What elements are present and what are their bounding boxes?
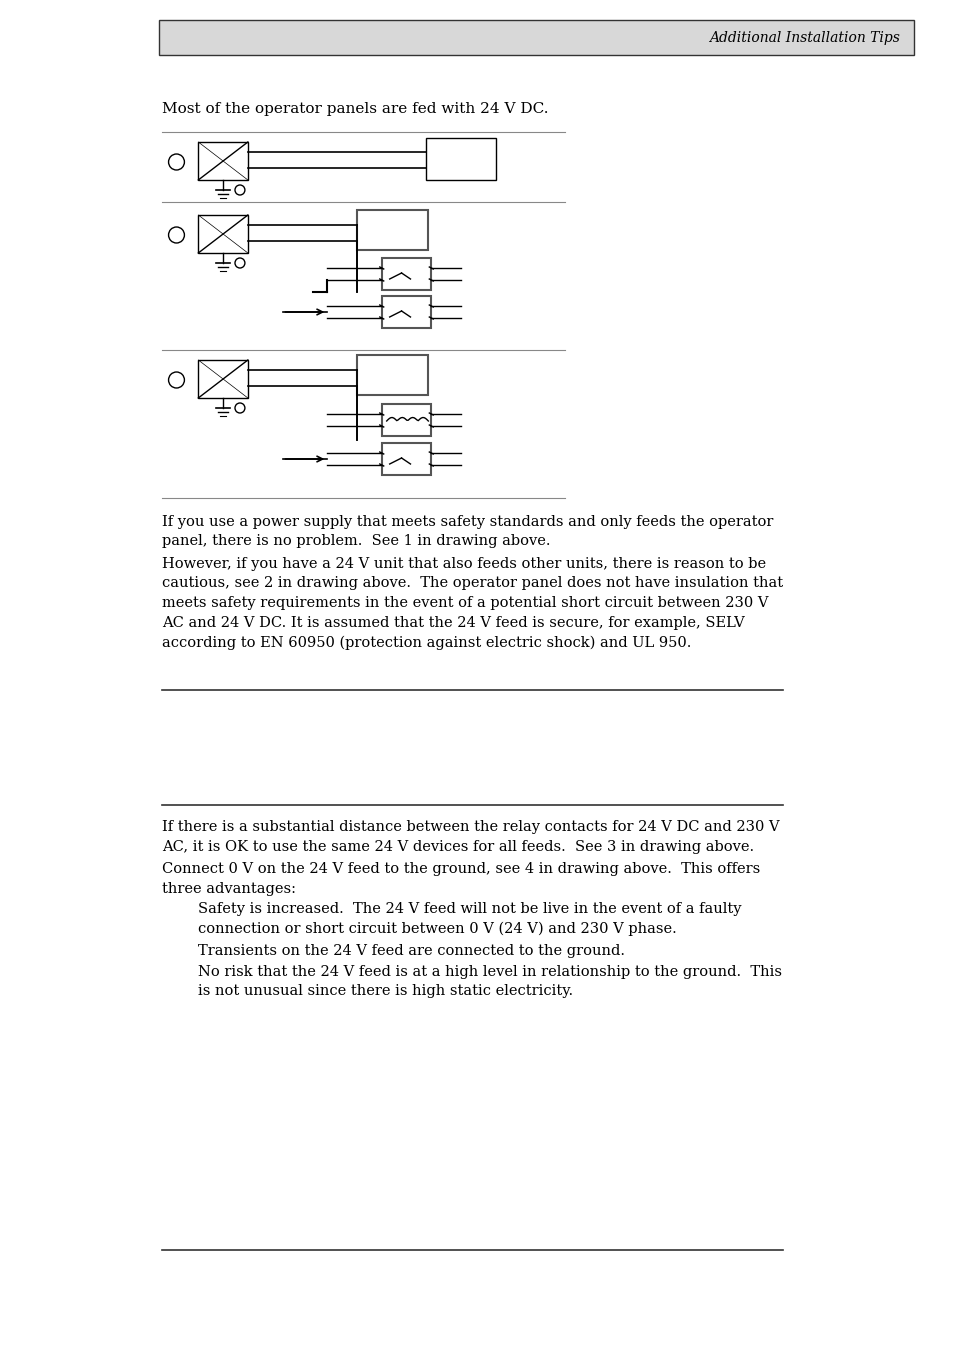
Bar — [381, 296, 431, 328]
Bar — [198, 360, 248, 398]
Bar — [356, 355, 428, 396]
Text: Additional Installation Tips: Additional Installation Tips — [709, 31, 900, 45]
Text: Safety is increased.  The 24 V feed will not be live in the event of a faulty
co: Safety is increased. The 24 V feed will … — [198, 902, 741, 936]
Text: Connect 0 V on the 24 V feed to the ground, see 4 in drawing above.  This offers: Connect 0 V on the 24 V feed to the grou… — [161, 863, 760, 895]
Text: Transients on the 24 V feed are connected to the ground.: Transients on the 24 V feed are connecte… — [198, 944, 624, 958]
Bar — [198, 142, 248, 180]
Bar — [381, 404, 431, 436]
Bar — [381, 258, 431, 290]
Text: Most of the operator panels are fed with 24 V DC.: Most of the operator panels are fed with… — [161, 103, 548, 116]
Text: If there is a substantial distance between the relay contacts for 24 V DC and 23: If there is a substantial distance betwe… — [161, 819, 779, 853]
Bar — [158, 20, 913, 55]
Text: However, if you have a 24 V unit that also feeds other units, there is reason to: However, if you have a 24 V unit that al… — [161, 558, 781, 649]
Bar — [198, 215, 248, 252]
Bar — [381, 443, 431, 475]
Text: If you use a power supply that meets safety standards and only feeds the operato: If you use a power supply that meets saf… — [161, 514, 772, 548]
Bar — [426, 138, 496, 180]
Text: No risk that the 24 V feed is at a high level in relationship to the ground.  Th: No risk that the 24 V feed is at a high … — [198, 965, 781, 999]
Bar — [356, 211, 428, 250]
